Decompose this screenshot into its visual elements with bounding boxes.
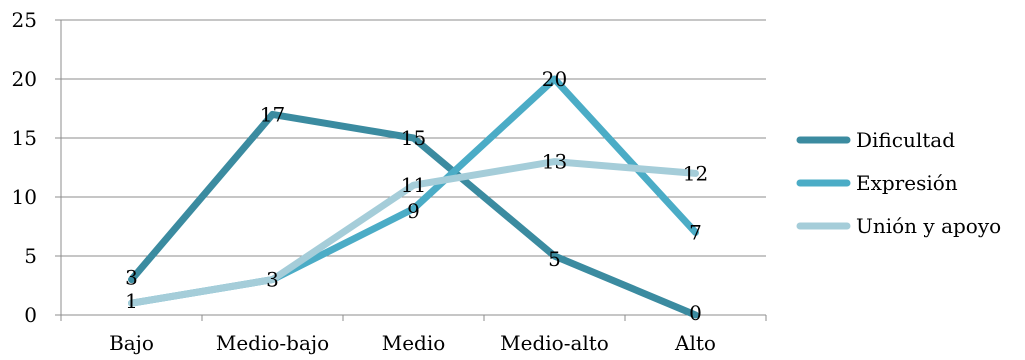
series-lines xyxy=(128,75,699,319)
x-axis-ticks: Bajo Medio-bajo Medio Medio-alto Alto xyxy=(60,315,767,355)
legend-label-0: Dificultad xyxy=(856,128,955,152)
data-label-s2-0: 1 xyxy=(125,289,138,313)
data-label-s0-4: 0 xyxy=(689,301,702,325)
y-tick-label-5: 5 xyxy=(24,244,37,268)
x-tick-label-2: Medio xyxy=(382,331,446,355)
y-tick-label-25: 25 xyxy=(12,8,37,32)
x-tick-label-1: Medio-bajo xyxy=(216,331,329,355)
y-tick-label-20: 20 xyxy=(12,67,37,91)
data-label-s2-3: 13 xyxy=(542,150,567,174)
y-tick-label-0: 0 xyxy=(24,303,37,327)
data-label-s0-3: 5 xyxy=(548,247,561,271)
data-label-s1-2: 9 xyxy=(407,199,420,223)
x-tick-label-3: Medio-alto xyxy=(500,331,609,355)
y-tick-label-15: 15 xyxy=(12,126,37,150)
data-label-s2-4: 12 xyxy=(683,161,708,185)
y-tick-label-10: 10 xyxy=(12,185,37,209)
data-label-s0-0: 3 xyxy=(125,266,138,290)
series-line-2 xyxy=(128,158,699,307)
data-label-s0-1: 17 xyxy=(260,102,285,126)
data-label-s1-3: 20 xyxy=(542,67,567,91)
x-tick-label-0: Bajo xyxy=(109,331,154,355)
data-label-s2-1: 3 xyxy=(266,268,279,292)
legend-label-2: Unión y apoyo xyxy=(856,214,1001,238)
data-label-s1-4: 7 xyxy=(689,220,702,244)
data-label-s0-2: 15 xyxy=(401,126,426,150)
y-axis-ticks: 0 5 10 15 20 25 xyxy=(12,8,61,327)
legend-label-1: Expresión xyxy=(856,171,958,195)
series-line-0 xyxy=(128,110,699,319)
axes xyxy=(60,20,766,316)
x-tick-label-4: Alto xyxy=(674,331,716,355)
legend: Dificultad Expresión Unión y apoyo xyxy=(796,128,1001,238)
data-label-s2-2: 11 xyxy=(401,173,426,197)
